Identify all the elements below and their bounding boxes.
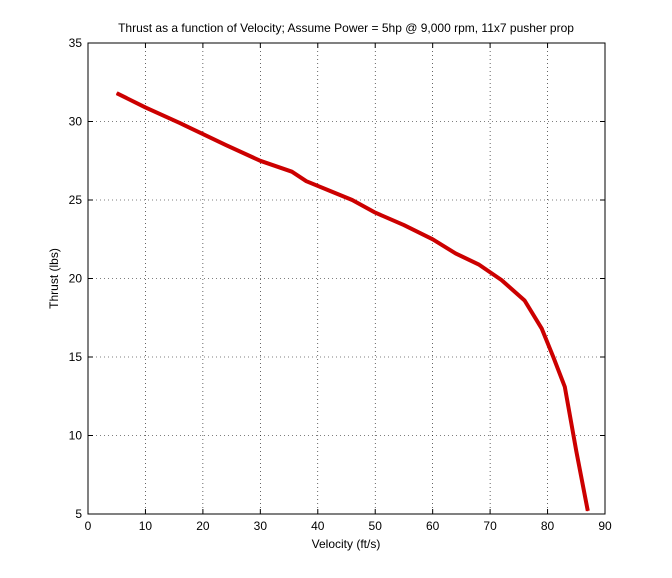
thrust-data-point <box>291 171 293 173</box>
x-tick-label: 40 <box>311 519 325 533</box>
thrust-data-point <box>587 510 589 512</box>
x-tick-label: 10 <box>139 519 153 533</box>
x-tick-label: 90 <box>598 519 612 533</box>
x-axis-label: Velocity (ft/s) <box>312 537 381 551</box>
thrust-data-point <box>403 224 405 226</box>
y-tick-labels: 5 10 15 20 25 30 35 <box>69 36 83 521</box>
grid-lines <box>88 43 605 514</box>
y-tick-label: 15 <box>69 350 83 364</box>
y-tick-label: 35 <box>69 36 83 50</box>
thrust-data-point <box>179 122 181 124</box>
thrust-data-point <box>259 160 261 162</box>
x-tick-label: 30 <box>254 519 268 533</box>
thrust-data-point <box>328 190 330 192</box>
thrust-data-point <box>202 133 204 135</box>
x-tick-labels: 0 10 20 30 40 50 60 70 80 90 <box>85 519 612 533</box>
thrust-data-point <box>116 92 118 94</box>
thrust-series-line <box>115 91 590 512</box>
thrust-data-point <box>144 106 146 108</box>
thrust-data-point <box>501 279 503 281</box>
thrust-data-point <box>541 328 543 330</box>
x-tick-label: 80 <box>541 519 555 533</box>
y-tick-label: 30 <box>69 115 83 129</box>
series-layer <box>115 91 590 512</box>
thrust-data-point <box>575 450 577 452</box>
x-tick-label: 20 <box>196 519 210 533</box>
x-tick-label: 60 <box>426 519 440 533</box>
x-tick-label: 0 <box>85 519 92 533</box>
tick-marks <box>87 42 606 515</box>
y-axis-label: Thrust (lbs) <box>47 248 61 309</box>
thrust-data-point <box>524 299 526 301</box>
y-tick-label: 5 <box>75 507 82 521</box>
thrust-data-point <box>455 252 457 254</box>
y-tick-label: 25 <box>69 193 83 207</box>
thrust-data-point <box>374 212 376 214</box>
thrust-data-point <box>225 144 227 146</box>
y-tick-label: 20 <box>69 272 83 286</box>
x-tick-label: 70 <box>483 519 497 533</box>
plot-area <box>88 43 605 514</box>
thrust-data-point <box>305 180 307 182</box>
chart-title: Thrust as a function of Velocity; Assume… <box>118 21 574 35</box>
thrust-data-point <box>552 356 554 358</box>
thrust-data-point <box>351 199 353 201</box>
thrust-data-point <box>478 263 480 265</box>
thrust-data-point <box>432 238 434 240</box>
x-tick-label: 50 <box>369 519 383 533</box>
thrust-data-point <box>564 386 566 388</box>
y-tick-label: 10 <box>69 429 83 443</box>
